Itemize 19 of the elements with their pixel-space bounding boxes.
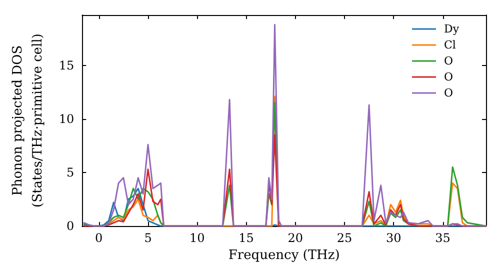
y-tick-label: 0 xyxy=(66,219,74,233)
legend-label: O xyxy=(444,54,454,68)
x-tick-label: 30 xyxy=(386,231,402,245)
legend-label: O xyxy=(444,70,454,84)
legend-label: Dy xyxy=(444,22,460,36)
legend-label: O xyxy=(444,86,454,100)
x-tick-label: 10 xyxy=(189,231,205,245)
x-tick-label: 5 xyxy=(144,231,152,245)
x-tick-label: 15 xyxy=(238,231,254,245)
y-axis-title: Phonon projected DOS (States/THz·primitive cell) xyxy=(10,33,46,208)
x-tick-label: 0 xyxy=(95,231,103,245)
y-tick-label: 10 xyxy=(58,112,74,126)
x-tick-label: 20 xyxy=(288,231,304,245)
x-tick-label: 25 xyxy=(336,231,352,245)
x-tick-label: 35 xyxy=(435,231,450,245)
x-axis-title: Frequency (THz) xyxy=(228,248,340,263)
y-tick-label: 5 xyxy=(66,165,74,180)
y-tick-label: 15 xyxy=(58,58,74,72)
legend-label: Cl xyxy=(444,38,456,52)
